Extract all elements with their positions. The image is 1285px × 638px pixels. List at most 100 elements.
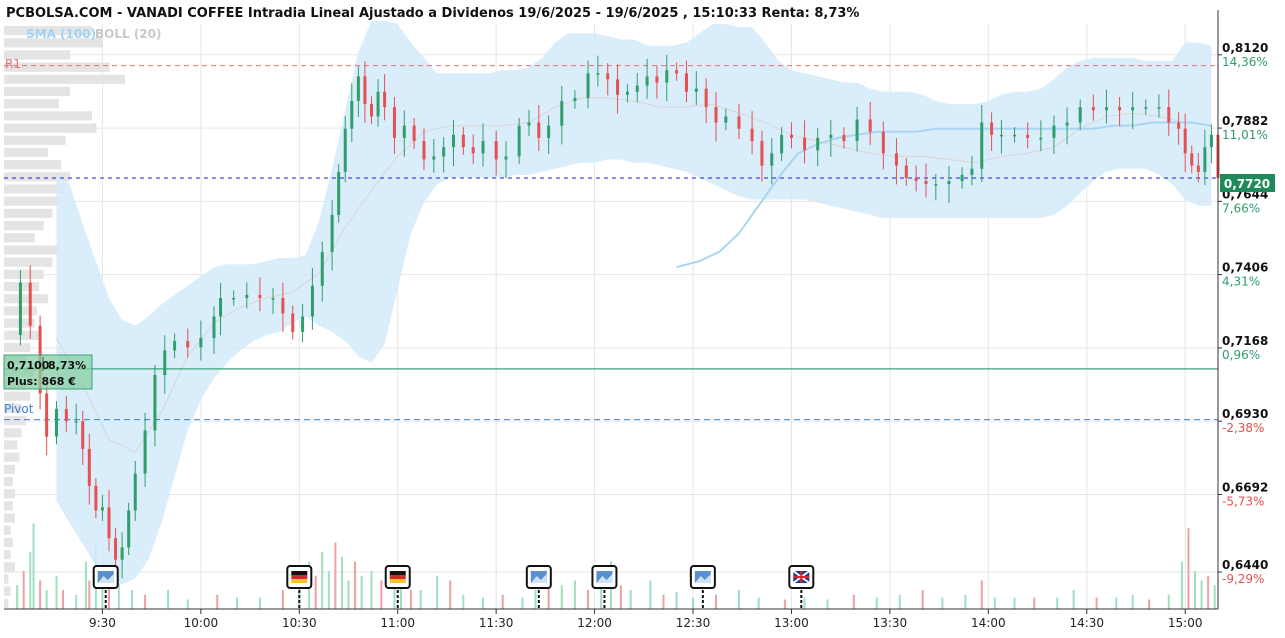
volume-profile-bar — [4, 598, 9, 608]
volume-bar — [39, 580, 42, 609]
candle-body — [383, 91, 387, 108]
volume-bar — [298, 580, 301, 609]
legend-sma[interactable]: SMA (100) — [26, 27, 96, 41]
volume-bar — [1033, 597, 1036, 609]
candle-body — [1065, 122, 1069, 126]
volume-bar — [1056, 597, 1059, 609]
candle-body — [737, 116, 741, 129]
volume-bar — [1200, 580, 1203, 609]
candle-body — [471, 147, 475, 154]
chart-news-icon[interactable] — [689, 565, 716, 589]
candle-body — [655, 76, 659, 83]
germany-flag-icon[interactable] — [286, 565, 313, 589]
volume-profile-bar — [4, 74, 125, 84]
legend-boll[interactable]: BOLL (20) — [95, 27, 162, 41]
volume-bar — [547, 571, 550, 609]
volume-bar — [55, 575, 58, 609]
chart-news-icon[interactable] — [591, 565, 618, 589]
candle-body — [28, 282, 32, 326]
overlays: SMA (100) BOLL (20) R1 Pivot 0,7100 8,73… — [3, 27, 1275, 416]
volume-profile-bar — [4, 550, 11, 560]
volume-profile-bar — [4, 525, 11, 535]
volume-bar — [62, 590, 65, 609]
volume-bar — [340, 556, 343, 609]
candle-body — [81, 421, 85, 449]
y-tick-pct: 11,01% — [1222, 128, 1268, 142]
volume-bar — [186, 599, 189, 609]
y-tick-pct: -2,38% — [1222, 421, 1264, 435]
volume-bar — [826, 599, 829, 609]
volume-bar — [75, 594, 78, 609]
r1-label: R1 — [5, 57, 21, 71]
y-tick-pct: 7,66% — [1222, 201, 1260, 215]
flag-stripe-red — [389, 575, 406, 579]
candle-body — [947, 181, 951, 185]
candle-body — [625, 91, 629, 95]
y-tick-label: 0,6440 — [1222, 558, 1268, 572]
volume-bar — [462, 594, 465, 609]
volume-bar — [436, 575, 439, 609]
volume-profile-bar — [4, 501, 13, 511]
volume-bar — [32, 523, 35, 609]
candle-body — [1131, 107, 1135, 111]
flag-stripe-red — [291, 575, 308, 579]
candle-body — [760, 141, 764, 166]
candle-body — [337, 171, 341, 215]
news-image-wave — [97, 574, 114, 583]
volume-profile-bar — [4, 172, 70, 182]
chart-news-icon[interactable] — [92, 565, 119, 589]
flag-stripe-gold — [389, 579, 406, 583]
candle-body — [258, 294, 262, 299]
x-tick-label: 10:00 — [184, 616, 219, 630]
position-plus: Plus: 868 € — [7, 375, 76, 388]
volume-bar — [600, 580, 603, 609]
candle-body — [1091, 107, 1095, 111]
candle-body — [1013, 134, 1017, 137]
candle-body — [173, 341, 177, 351]
volume-bar — [1013, 597, 1016, 609]
event-markers[interactable] — [92, 565, 815, 609]
candle-body — [704, 88, 708, 108]
volume-profile-bar — [4, 489, 15, 499]
candle-body — [606, 73, 610, 80]
volume-bar — [29, 552, 32, 609]
chart-news-icon[interactable] — [525, 565, 552, 589]
candle-body — [527, 122, 531, 126]
candle-body — [153, 375, 157, 431]
volume-bar — [675, 591, 678, 609]
volume-bar — [692, 597, 695, 609]
candle-body — [412, 125, 416, 141]
y-tick-pct: 14,36% — [1222, 55, 1268, 69]
candle-body — [133, 473, 137, 511]
volume-bar — [1072, 590, 1075, 609]
candle-body — [517, 125, 521, 157]
candle-body — [363, 76, 367, 105]
volume-bar — [321, 552, 324, 609]
y-tick-label: 0,6930 — [1222, 407, 1268, 421]
candle-body — [245, 294, 249, 299]
volume-bar — [1187, 528, 1190, 609]
x-tick-label: 10:30 — [282, 616, 317, 630]
volume-bar — [941, 597, 944, 609]
candle-body — [74, 421, 78, 423]
volume-bar — [449, 580, 452, 609]
volume-bar — [1148, 599, 1151, 609]
candle-body — [803, 137, 807, 151]
sma-line — [676, 121, 1212, 269]
volume-bar — [1213, 585, 1216, 609]
candle-body — [432, 156, 436, 160]
volume-bar — [117, 571, 120, 609]
flag-cross — [800, 571, 803, 583]
candle-body — [960, 174, 964, 182]
volume-bar — [130, 590, 133, 609]
position-box[interactable] — [3, 354, 93, 390]
volume-bar — [400, 585, 403, 609]
x-tick-label: 11:00 — [380, 616, 415, 630]
germany-flag-icon[interactable] — [384, 565, 411, 589]
candle-body — [675, 70, 679, 74]
volume-bar — [380, 580, 383, 609]
x-tick-label: 12:30 — [676, 616, 711, 630]
uk-flag-icon[interactable] — [788, 565, 815, 589]
volume-profile-bar — [4, 245, 59, 255]
